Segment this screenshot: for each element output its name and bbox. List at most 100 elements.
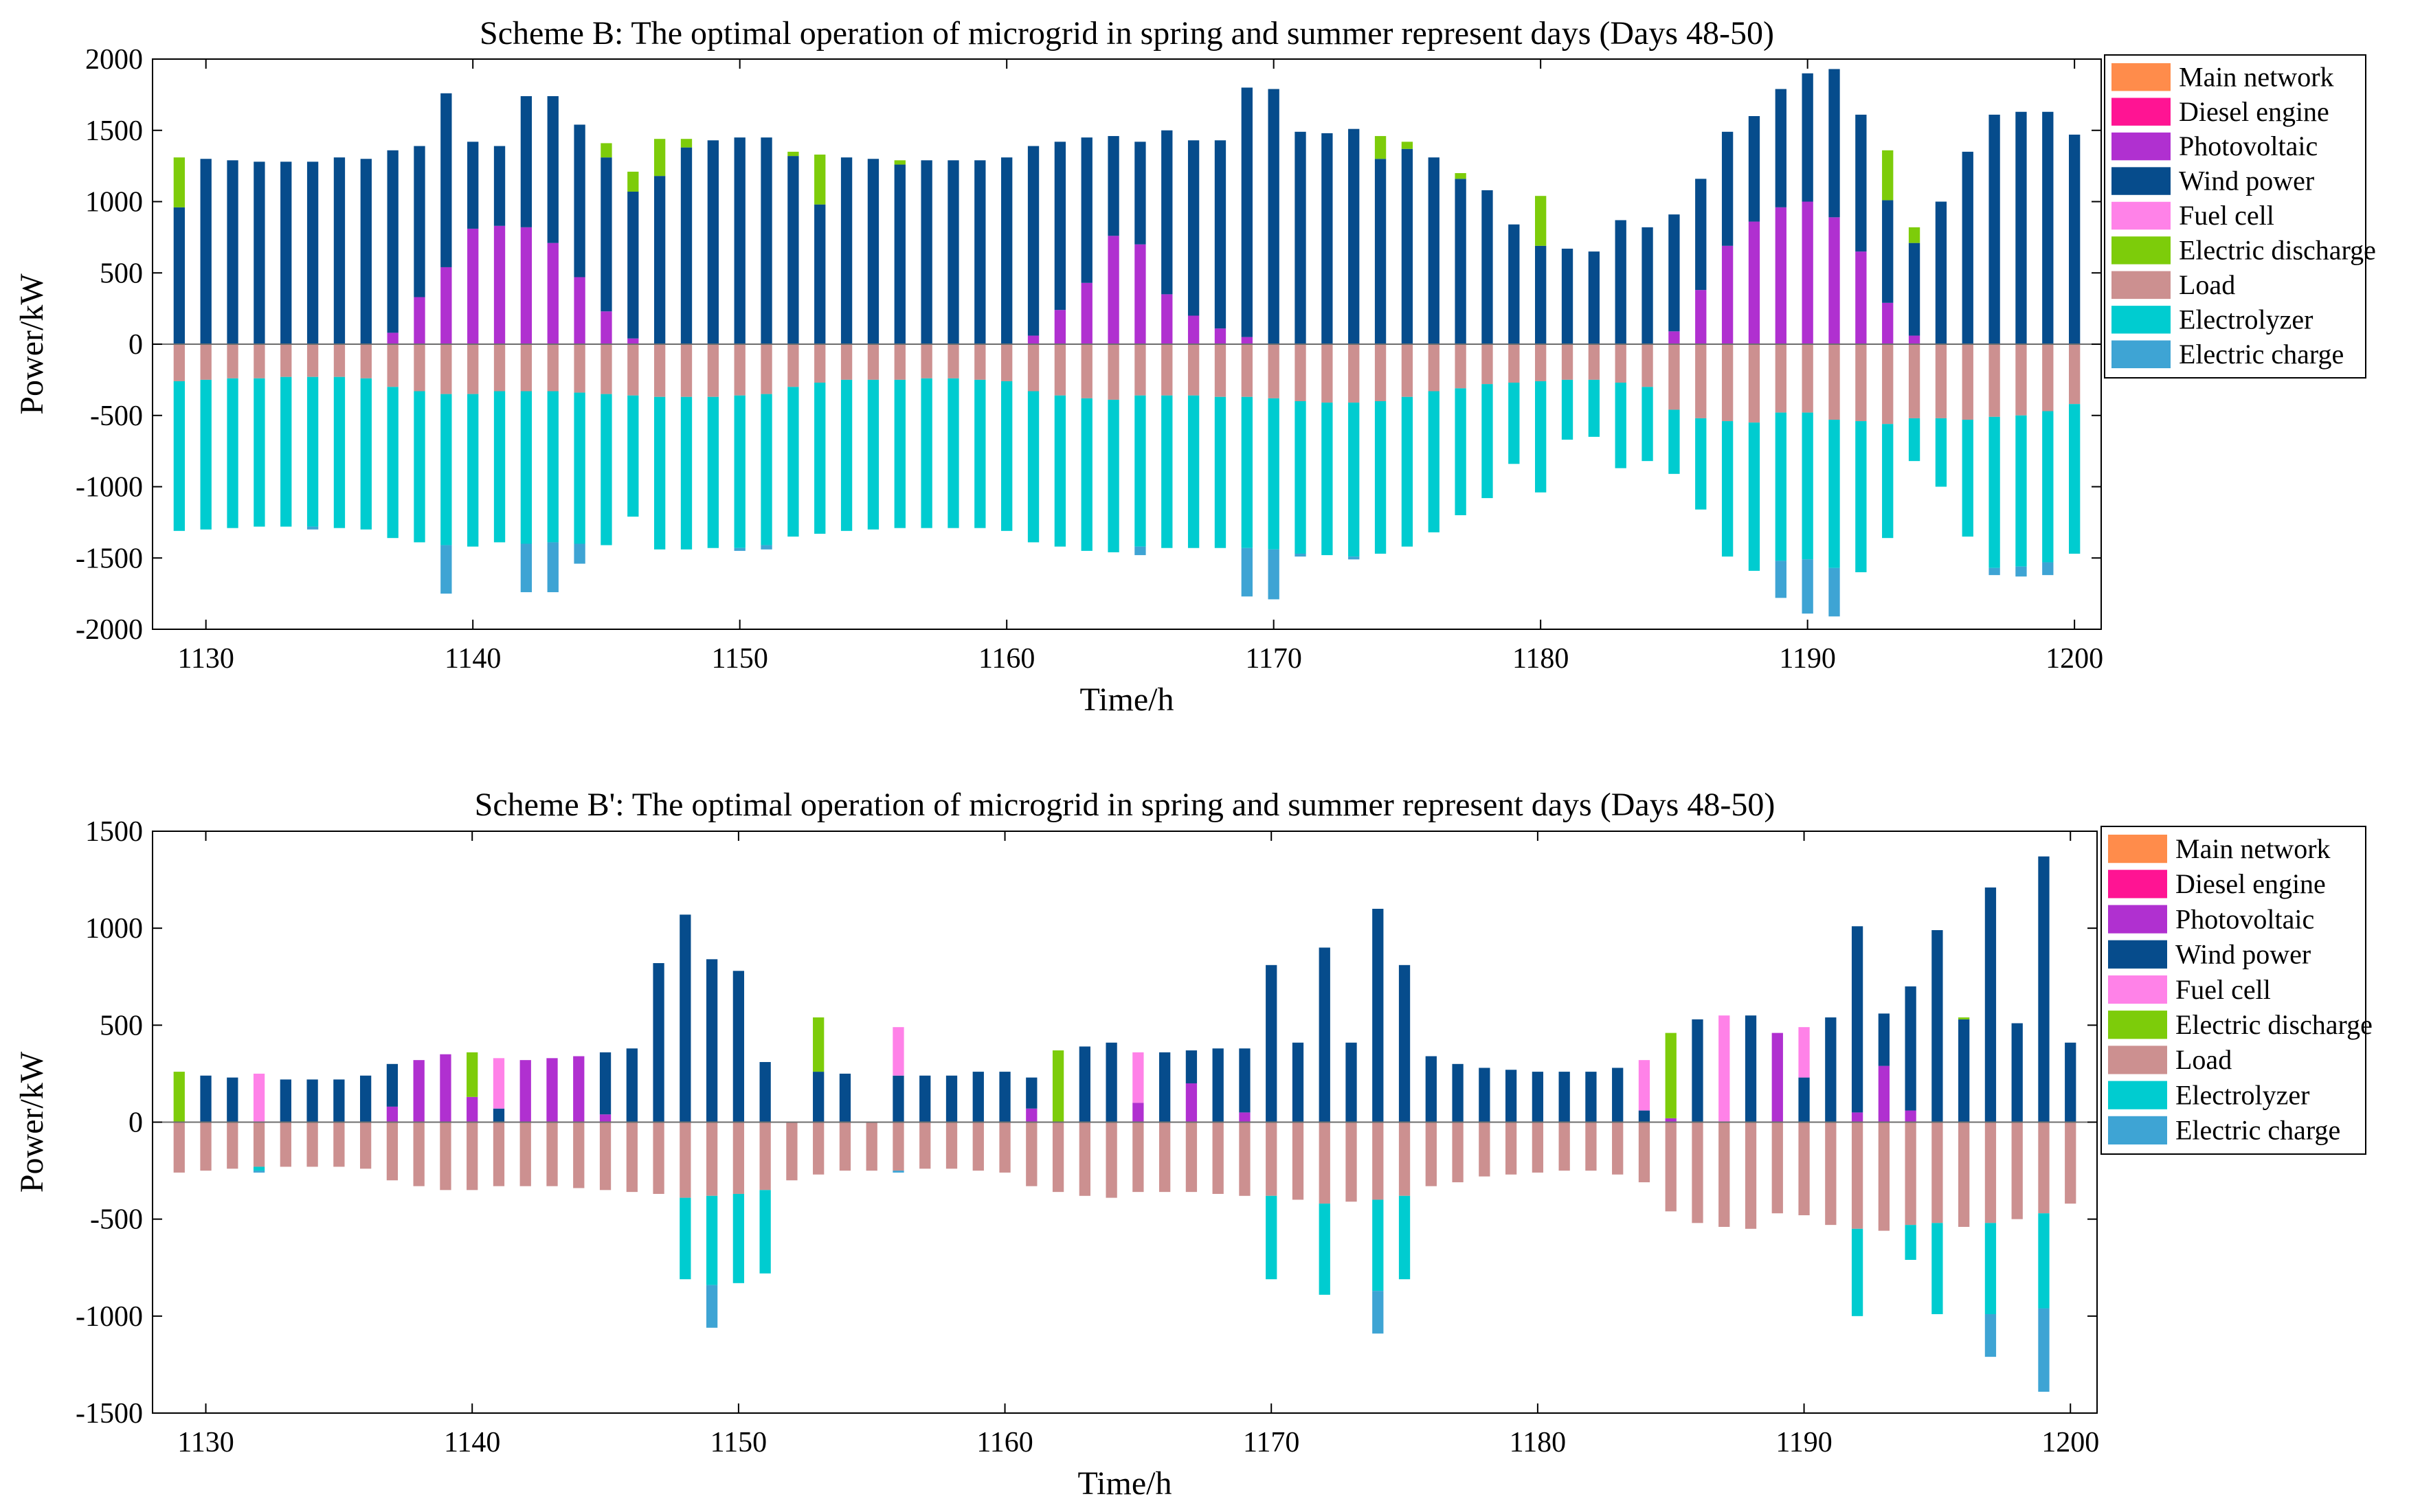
bar-segment (1988, 344, 2000, 417)
bar-segment (1241, 337, 1253, 344)
bar-segment (1775, 344, 1786, 413)
bar-segment (1321, 344, 1333, 403)
bar-segment (493, 1122, 505, 1186)
bar-segment (1214, 140, 1226, 329)
bar-segment (1374, 136, 1387, 159)
bar-segment (653, 344, 666, 397)
legend: Main network Diesel engine Photovoltaic Win… (2104, 54, 2376, 379)
bar-segment (813, 1017, 825, 1072)
bar-segment (1161, 344, 1173, 396)
bar-segment (1532, 1072, 1544, 1122)
bar-segment (467, 1096, 478, 1122)
bar-segment (786, 1122, 798, 1181)
bar-segment (1882, 200, 1894, 303)
bar-segment (1348, 403, 1360, 557)
y-tick-label: 500 (100, 1010, 143, 1041)
bar-segment (653, 396, 666, 550)
y-tick-label: -500 (90, 400, 143, 432)
bar-segment (999, 1072, 1011, 1122)
bar-segment (1668, 409, 1680, 474)
bar-segment (547, 95, 559, 243)
bar-segment (547, 391, 559, 543)
legend-label: Electric discharge (2175, 1009, 2373, 1040)
bar-segment (520, 227, 533, 344)
bar-segment (1615, 383, 1626, 469)
bar-segment (1187, 395, 1200, 548)
bar-segment (1851, 1122, 1863, 1229)
bar-segment (1214, 328, 1226, 344)
chart-title: Scheme B: The optimal operation of micro… (480, 15, 1774, 52)
bar-segment (787, 387, 799, 537)
bar-segment (1984, 1122, 1997, 1223)
bar-segment (573, 1056, 585, 1122)
bar-segment (1615, 220, 1626, 344)
bar-segment (414, 146, 425, 297)
bar-segment (387, 344, 399, 387)
y-tick-label: 1500 (85, 115, 143, 147)
bar-segment (680, 139, 693, 148)
bar-segment (653, 962, 664, 1122)
bar-segment (1001, 157, 1013, 345)
bar-segment (1958, 1122, 1970, 1227)
bar-segment (1481, 190, 1493, 344)
bar-segment (1481, 344, 1493, 385)
bar-segment (1642, 344, 1653, 387)
bar-segment (1718, 1122, 1730, 1227)
bar-segment (893, 1171, 904, 1173)
x-tick-label: 1130 (177, 643, 234, 675)
y-tick-label: 0 (128, 1107, 143, 1139)
bar-segment (1588, 251, 1600, 345)
bar-segment (761, 344, 772, 394)
bar-segment (1988, 567, 2000, 576)
x-tick-label: 1170 (1243, 1427, 1299, 1458)
bar-segment (1798, 1077, 1810, 1122)
bar-segment (1908, 227, 1920, 243)
bar-segment (627, 191, 639, 339)
bar-segment (1775, 89, 1786, 207)
bar-segment (626, 1122, 638, 1193)
bar-segment (1425, 1122, 1437, 1186)
bar-segment (601, 344, 612, 394)
bar-segment (1132, 1103, 1144, 1122)
bar-segment (653, 1122, 664, 1194)
bar-segment (1479, 1068, 1490, 1122)
bar-segment (732, 971, 745, 1122)
chart-panel-1: Scheme B: The optimal operation of micro… (14, 15, 2376, 718)
y-tick-label: -2000 (76, 614, 143, 646)
bar-segment (2065, 1042, 2076, 1122)
bar-segment (227, 1122, 238, 1169)
bar-segment (546, 1122, 558, 1186)
bar-segment (1855, 421, 1867, 572)
bar-segment (706, 959, 718, 1122)
bar-segment (547, 344, 559, 392)
bar-segment (254, 161, 265, 344)
bar-segment (1612, 1122, 1624, 1175)
bar-segment (1079, 1122, 1090, 1196)
bar-segment (1295, 401, 1306, 554)
bar-segment (227, 378, 238, 528)
bar-segment (1401, 148, 1413, 345)
bar-segment (440, 545, 452, 594)
bar-segment (945, 1075, 958, 1122)
bar-segment (306, 526, 319, 530)
bar-segment (574, 344, 585, 393)
bar-segment (893, 1075, 904, 1122)
bar-segment (227, 160, 238, 344)
bar-segment (386, 1106, 399, 1122)
legend-label: Electric charge (2175, 1115, 2340, 1146)
legend-swatch (2111, 98, 2171, 126)
bar-segment (1372, 908, 1384, 1122)
bar-segment (1558, 1072, 1570, 1122)
bar-segment (360, 1075, 372, 1122)
x-tick-label: 1200 (2046, 643, 2103, 675)
bar-segment (866, 1122, 877, 1171)
legend-swatch (2108, 940, 2167, 969)
bar-segment (1319, 947, 1330, 1122)
bar-segment (173, 1072, 185, 1122)
bar-segment (1027, 344, 1040, 392)
bar-segment (1398, 1122, 1411, 1196)
x-tick-label: 1140 (444, 1427, 500, 1458)
bar-segment (1802, 412, 1813, 560)
bar-segment (627, 395, 639, 517)
